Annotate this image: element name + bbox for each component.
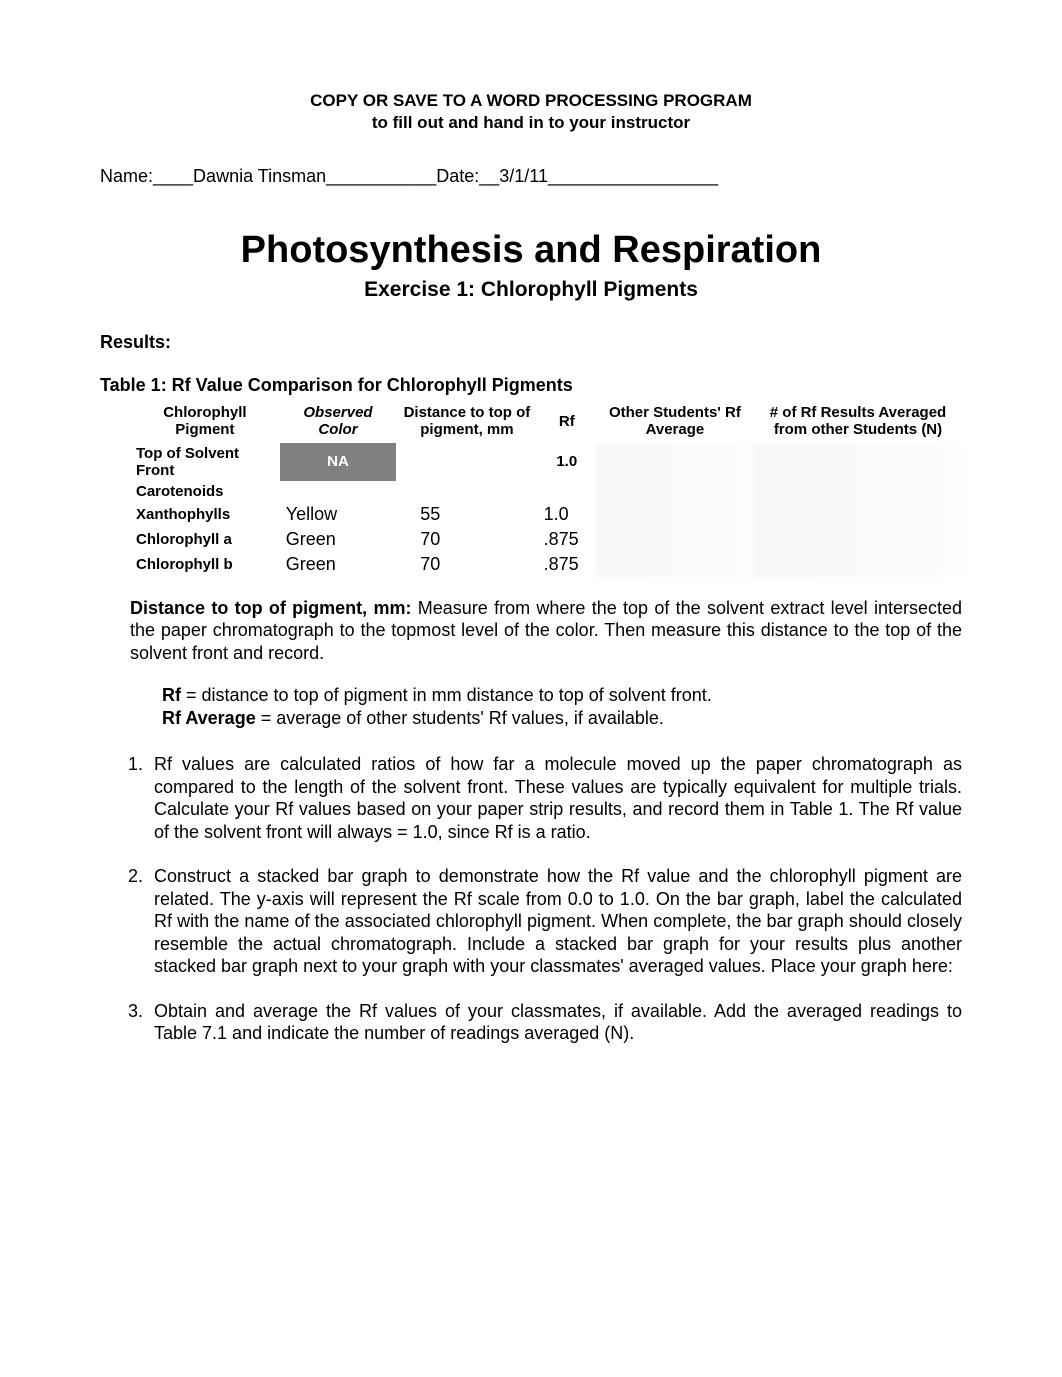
date-label: Date: [436, 166, 479, 186]
date-value: __3/1/11_________________ [479, 166, 718, 186]
rf-def-line: Rf = distance to top of pigment in mm di… [162, 684, 962, 707]
cell-rf: .875 [538, 552, 596, 577]
cell-rf: 1.0 [538, 443, 596, 481]
rf-definitions: Rf = distance to top of pigment in mm di… [162, 684, 962, 729]
col-distance: Distance to top of pigment, mm [396, 400, 537, 443]
cell-n [754, 502, 962, 527]
cell-avg [596, 527, 754, 552]
col-n: # of Rf Results Averaged from other Stud… [754, 400, 962, 443]
rf-body: = distance to top of pigment in mm dista… [181, 685, 712, 705]
col-observed: Observed Color [280, 400, 396, 443]
table-header-row: Chlorophyll Pigment Observed Color Dista… [130, 400, 962, 443]
table-row: Carotenoids [130, 481, 962, 502]
table-row: Top of Solvent Front NA 1.0 [130, 443, 962, 481]
rf-lead: Rf [162, 685, 181, 705]
cell-pigment: Chlorophyll b [130, 552, 280, 577]
cell-observed: Green [280, 552, 396, 577]
cell-pigment: Chlorophyll a [130, 527, 280, 552]
distance-definition: Distance to top of pigment, mm: Measure … [130, 597, 962, 665]
cell-avg [596, 552, 754, 577]
cell-rf: .875 [538, 527, 596, 552]
cell-observed: Green [280, 527, 396, 552]
col-avg: Other Students' Rf Average [596, 400, 754, 443]
cell-n [754, 527, 962, 552]
copy-save-header: COPY OR SAVE TO A WORD PROCESSING PROGRA… [100, 90, 962, 134]
cell-dist [396, 481, 537, 502]
table-row: Xanthophylls Yellow 55 1.0 [130, 502, 962, 527]
cell-observed-na: NA [280, 443, 396, 481]
cell-pigment: Xanthophylls [130, 502, 280, 527]
question-1: Rf values are calculated ratios of how f… [148, 753, 962, 843]
cell-dist: 55 [396, 502, 537, 527]
page-subtitle: Exercise 1: Chlorophyll Pigments [100, 278, 962, 302]
cell-dist [396, 443, 537, 481]
cell-rf [538, 481, 596, 502]
rfavg-body: = average of other students' Rf values, … [256, 708, 664, 728]
cell-pigment: Top of Solvent Front [130, 443, 280, 481]
rfavg-lead: Rf Average [162, 708, 256, 728]
copy-line-1: COPY OR SAVE TO A WORD PROCESSING PROGRA… [310, 91, 752, 110]
table-row: Chlorophyll a Green 70 .875 [130, 527, 962, 552]
copy-line-2: to fill out and hand in to your instruct… [372, 113, 690, 132]
cell-n [754, 443, 962, 481]
dist-def-lead: Distance to top of pigment, mm: [130, 598, 411, 618]
results-label: Results: [100, 332, 962, 353]
cell-observed: Yellow [280, 502, 396, 527]
cell-dist: 70 [396, 527, 537, 552]
cell-observed [280, 481, 396, 502]
cell-rf: 1.0 [538, 502, 596, 527]
name-date-line: Name:____Dawnia Tinsman___________Date:_… [100, 166, 962, 187]
name-label: Name: [100, 166, 153, 186]
question-3: Obtain and average the Rf values of your… [148, 1000, 962, 1045]
cell-pigment: Carotenoids [130, 481, 280, 502]
question-list: Rf values are calculated ratios of how f… [100, 753, 962, 1045]
cell-avg [596, 502, 754, 527]
cell-n [754, 552, 962, 577]
cell-avg [596, 443, 754, 481]
page: COPY OR SAVE TO A WORD PROCESSING PROGRA… [0, 0, 1062, 1127]
col-rf: Rf [538, 400, 596, 443]
cell-dist: 70 [396, 552, 537, 577]
question-2: Construct a stacked bar graph to demonst… [148, 865, 962, 978]
rfavg-def-line: Rf Average = average of other students' … [162, 707, 962, 730]
table-caption: Table 1: Rf Value Comparison for Chlorop… [100, 375, 962, 396]
cell-avg [596, 481, 754, 502]
table-row: Chlorophyll b Green 70 .875 [130, 552, 962, 577]
name-value: ____Dawnia Tinsman___________ [153, 166, 436, 186]
rf-table: Chlorophyll Pigment Observed Color Dista… [130, 400, 962, 577]
cell-n [754, 481, 962, 502]
col-pigment: Chlorophyll Pigment [130, 400, 280, 443]
page-title: Photosynthesis and Respiration [100, 229, 962, 272]
